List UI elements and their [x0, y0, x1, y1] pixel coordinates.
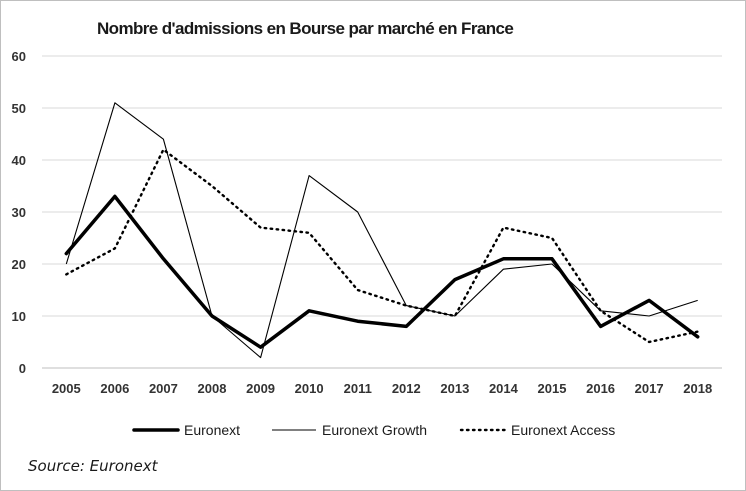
y-tick-label: 40	[12, 153, 26, 168]
x-tick-label: 2005	[52, 381, 81, 396]
x-tick-label: 2007	[149, 381, 178, 396]
y-tick-label: 10	[12, 309, 26, 324]
x-tick-label: 2015	[538, 381, 567, 396]
legend-label: Euronext	[184, 422, 240, 438]
x-tick-label: 2006	[100, 381, 129, 396]
x-tick-label: 2014	[489, 381, 519, 396]
legend-label: Euronext Growth	[322, 422, 427, 438]
x-tick-label: 2017	[635, 381, 664, 396]
x-tick-label: 2018	[683, 381, 712, 396]
chart-title: Nombre d'admissions en Bourse par marché…	[97, 19, 513, 38]
series-line-euronext	[64, 194, 700, 349]
y-axis-ticks: 0 10 20 30 40 50 60	[12, 49, 26, 376]
series-line-euronext-access	[65, 148, 699, 344]
y-tick-label: 60	[12, 49, 26, 64]
y-tick-label: 30	[12, 205, 26, 220]
gridlines	[42, 55, 722, 369]
series-line-euronext-growth	[65, 102, 698, 359]
source-note: Source: Euronext	[28, 457, 159, 475]
x-tick-label: 2016	[586, 381, 615, 396]
y-tick-label: 20	[12, 257, 26, 272]
y-tick-label: 0	[19, 361, 26, 376]
legend: Euronext Euronext Growth Euronext Access	[132, 422, 615, 438]
x-axis-ticks: 2005 2006 2007 2008 2009 2010 2011 2012 2013 2014…	[52, 381, 712, 396]
x-tick-label: 2012	[392, 381, 421, 396]
x-tick-label: 2013	[440, 381, 469, 396]
x-tick-label: 2010	[295, 381, 324, 396]
legend-label: Euronext Access	[511, 422, 615, 438]
y-tick-label: 50	[12, 101, 26, 116]
x-tick-label: 2009	[246, 381, 275, 396]
series-lines	[64, 102, 700, 359]
x-tick-label: 2008	[198, 381, 227, 396]
x-tick-label: 2011	[344, 381, 372, 396]
